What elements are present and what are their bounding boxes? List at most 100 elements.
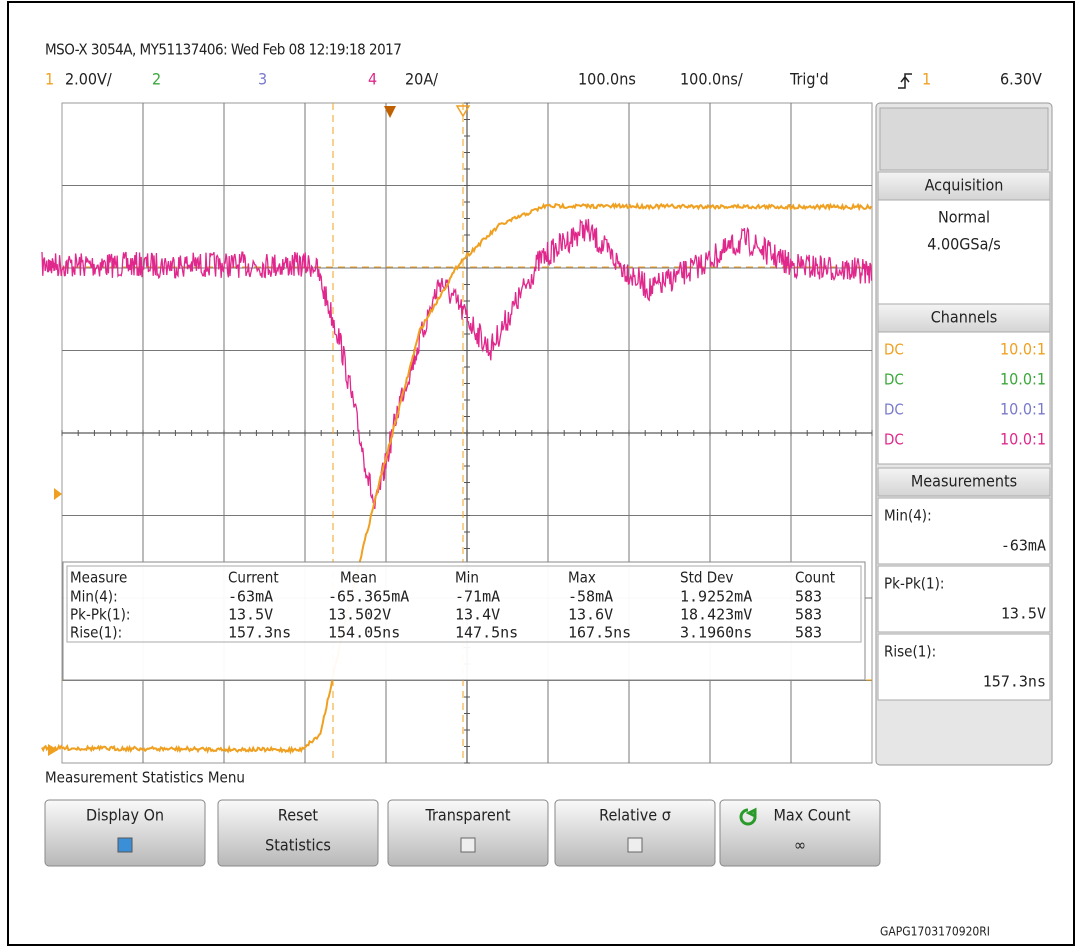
stats-cell: 583 — [795, 588, 822, 606]
measurement-value: 157.3ns — [983, 673, 1046, 691]
stats-cell: 167.5ns — [568, 624, 631, 642]
stats-cell: 1.9252mA — [680, 588, 752, 606]
figure-id: GAPG1703170920RI — [880, 925, 990, 939]
measurement-box — [877, 497, 1051, 565]
measurement-box — [877, 633, 1051, 701]
checkbox — [460, 837, 476, 853]
stats-cell: 13.6V — [568, 606, 613, 624]
menu-button[interactable]: Reset Statistics — [217, 799, 379, 867]
ch1-ground-arrow — [48, 744, 58, 756]
measurement-label: Min(4): — [884, 507, 932, 525]
section-header — [877, 171, 1051, 201]
stats-cell: 3.1960ns — [680, 624, 752, 642]
acq-rate: 4.00GSa/s — [927, 235, 1001, 254]
stats-box — [62, 561, 866, 681]
menu-title: Measurement Statistics Menu — [45, 769, 245, 787]
button-label: Display On — [86, 806, 164, 825]
channel-bar-item: 2.00V/ — [65, 70, 112, 89]
button-label: Relative σ — [599, 806, 671, 825]
checkbox — [117, 837, 133, 853]
channel-bar-item: 100.0ns — [578, 70, 636, 89]
channel-bar-item: 3 — [258, 70, 267, 89]
trigger-level-arrow — [54, 488, 62, 500]
section-title: Acquisition — [925, 176, 1004, 195]
channel-coupling: DC — [884, 341, 904, 359]
side-blank — [879, 107, 1049, 171]
stats-cell: -71mA — [455, 588, 500, 606]
scope-info: MSO-X 3054A, MY51137406: Wed Feb 08 12:1… — [45, 41, 401, 59]
menu-button[interactable]: Display On — [44, 799, 206, 867]
channel-probe: 10.0:1 — [1000, 340, 1046, 359]
stats-inner — [66, 565, 862, 643]
measurement-value: -63mA — [1001, 537, 1046, 555]
button-face — [387, 799, 549, 867]
stats-cell: 13.4V — [455, 606, 500, 624]
stats-header: Count — [795, 569, 835, 587]
stats-header: Max — [568, 569, 596, 587]
stats-cell: Pk-Pk(1): — [70, 606, 130, 624]
stats-cell: 18.423mV — [680, 606, 752, 624]
delay-marker — [455, 105, 471, 118]
measurement-value: 13.5V — [1001, 605, 1046, 623]
button-label: Reset — [278, 806, 319, 825]
stats-cell: Min(4): — [70, 588, 118, 606]
stats-cell: 583 — [795, 624, 822, 642]
checkbox — [627, 837, 643, 853]
measurement-box — [877, 565, 1051, 633]
stats-header: Mean — [340, 569, 377, 587]
stats-cell: 13.502V — [328, 606, 391, 624]
button-label: ∞ — [794, 836, 806, 855]
channel-bar-item: 1 — [922, 70, 931, 89]
channel-probe: 10.0:1 — [1000, 430, 1046, 449]
stats-header: Measure — [70, 569, 127, 587]
stats-cell: 157.3ns — [228, 624, 291, 642]
channel-bar-item: 100.0ns/ — [680, 70, 743, 89]
ui: MSO-X 3054A, MY51137406: Wed Feb 08 12:1… — [44, 41, 1053, 939]
waveforms — [41, 105, 873, 756]
ch4-ground-arrow — [48, 259, 58, 271]
channel-probe: 10.0:1 — [1000, 400, 1046, 419]
section-title: Channels — [931, 308, 998, 327]
measurement-label: Rise(1): — [884, 643, 936, 661]
stats-header: Min — [455, 569, 479, 587]
button-label: Max Count — [773, 806, 850, 825]
channel-1-trace — [41, 202, 873, 755]
channel-probe: 10.0:1 — [1000, 370, 1046, 389]
menu-button[interactable]: Transparent — [387, 799, 549, 867]
section-title: Measurements — [911, 472, 1017, 491]
section-header — [877, 467, 1051, 497]
button-face — [217, 799, 379, 867]
channel-bar-item: 6.30V — [1000, 70, 1042, 89]
menu-button[interactable]: Relative σ — [554, 799, 716, 867]
button-face — [554, 799, 716, 867]
button-face — [44, 799, 206, 867]
measurement-label: Pk-Pk(1): — [884, 575, 944, 593]
channel-coupling: DC — [884, 371, 904, 389]
stats-cell: 154.05ns — [328, 624, 400, 642]
stats-header: Std Dev — [680, 569, 733, 587]
section-body — [877, 331, 1051, 465]
stats-cell: Rise(1): — [70, 624, 122, 642]
channel-bar-item: 20A/ — [405, 70, 438, 89]
button-label: Transparent — [425, 806, 511, 825]
trigger-marker — [384, 106, 396, 118]
channel-coupling: DC — [884, 431, 904, 449]
refresh-icon — [739, 807, 757, 826]
stats-header: Current — [228, 569, 279, 587]
channel-4-trace — [41, 218, 873, 509]
stats-cell: -58mA — [568, 588, 613, 606]
stats-cell: -65.365mA — [328, 588, 409, 606]
stats-cell: -63mA — [228, 588, 273, 606]
trigger-slope-icon — [898, 73, 912, 89]
menu-button[interactable]: Max Count ∞ — [719, 799, 881, 867]
channel-bar-item: 1 — [45, 70, 54, 89]
section-header — [877, 303, 1051, 333]
stats-cell: 583 — [795, 606, 822, 624]
button-face — [719, 799, 881, 867]
channel-coupling: DC — [884, 401, 904, 419]
stats-cell: 147.5ns — [455, 624, 518, 642]
button-label: Statistics — [265, 836, 331, 855]
acq-mode: Normal — [938, 208, 990, 227]
channel-bar-item: 4 — [368, 70, 377, 89]
